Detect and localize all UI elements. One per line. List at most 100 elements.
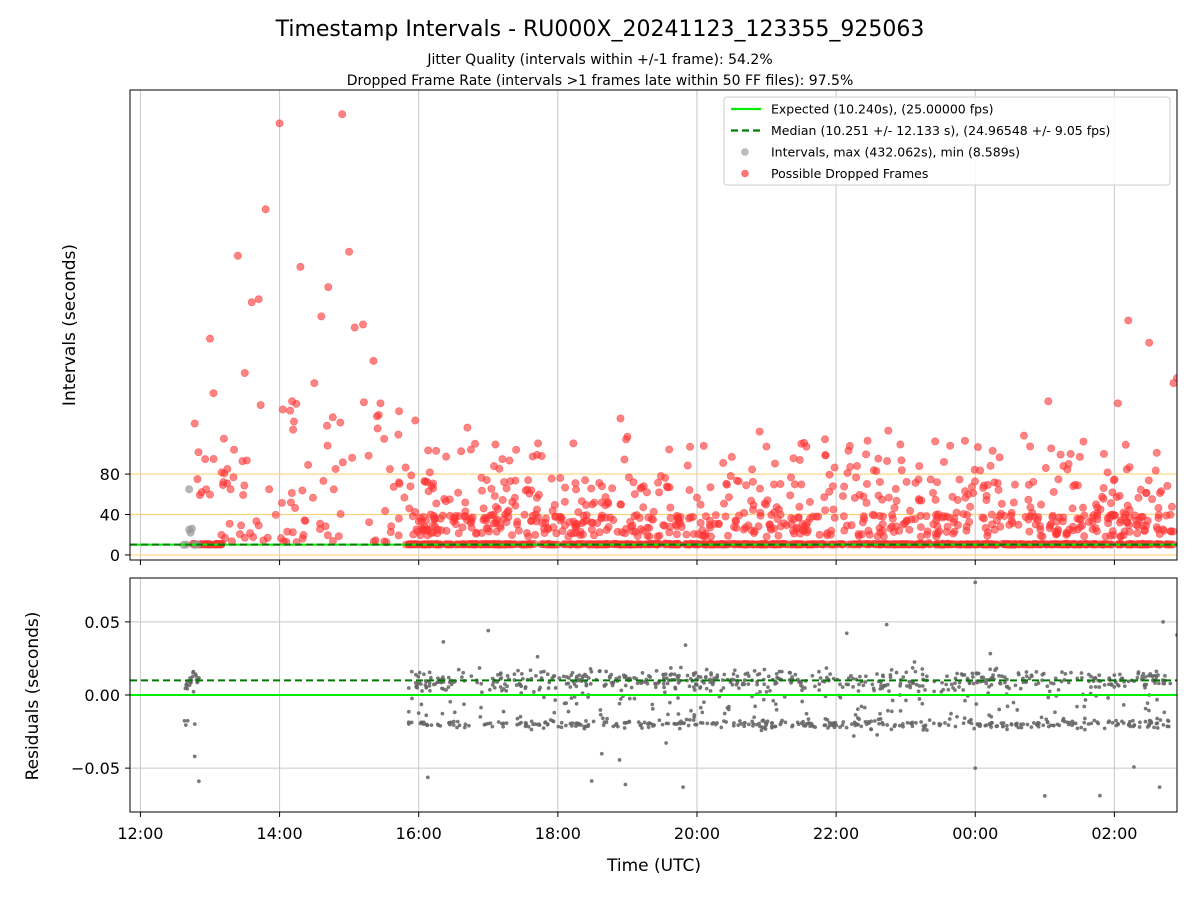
dropped-frame-point xyxy=(531,530,540,539)
dropped-frame-point xyxy=(661,473,670,482)
residual-point xyxy=(654,682,658,687)
residual-point xyxy=(1027,676,1032,681)
residual-point xyxy=(1153,681,1157,686)
dropped-frame-point xyxy=(749,505,758,514)
dropped-frame-point xyxy=(230,445,239,454)
residual-point xyxy=(823,716,828,721)
dropped-frame-point xyxy=(400,493,409,502)
dropped-frame-point xyxy=(1110,475,1119,484)
dropped-frame-point xyxy=(1108,527,1117,536)
dropped-frame-point xyxy=(322,421,331,430)
dropped-frame-point xyxy=(381,506,390,515)
residual-point xyxy=(599,751,604,756)
dropped-frame-point xyxy=(331,464,340,473)
residual-point xyxy=(1042,794,1047,798)
residual-point xyxy=(1053,676,1058,681)
dropped-frame-point xyxy=(1056,450,1065,459)
y-tick-label: 0.05 xyxy=(84,613,120,632)
dropped-frame-point xyxy=(296,262,305,271)
dropped-frame-point xyxy=(659,521,668,530)
dropped-frame-point xyxy=(987,510,996,519)
dropped-frame-point xyxy=(770,459,779,468)
residual-point xyxy=(946,687,951,692)
dropped-frame-point xyxy=(1151,466,1160,475)
dropped-frame-point xyxy=(1142,488,1151,497)
dropped-frame-point xyxy=(865,530,874,539)
residual-point xyxy=(1063,672,1068,676)
dropped-frame-point xyxy=(1088,513,1097,522)
dropped-frame-point xyxy=(288,397,297,406)
residual-point xyxy=(1142,683,1147,688)
residual-point xyxy=(904,670,909,675)
residual-point xyxy=(559,725,564,730)
residual-point xyxy=(803,723,808,728)
residual-point xyxy=(640,670,645,675)
dropped-frame-point xyxy=(875,477,884,486)
x-tick-label: 18:00 xyxy=(535,824,581,843)
residual-point xyxy=(452,710,457,715)
residual-point xyxy=(539,676,544,681)
dropped-frame-point xyxy=(686,513,695,522)
residual-point xyxy=(844,725,849,730)
legend-box xyxy=(723,96,1171,186)
dropped-frame-point xyxy=(863,436,872,445)
residual-point xyxy=(766,685,770,690)
dropped-frame-point xyxy=(723,531,732,540)
residual-point xyxy=(889,667,894,672)
dropped-frame-point xyxy=(604,499,613,508)
residual-point xyxy=(650,702,655,707)
dropped-frame-point xyxy=(888,514,897,523)
residual-point xyxy=(487,687,492,692)
residual-point xyxy=(704,667,709,672)
dropped-frame-point xyxy=(1045,524,1054,533)
dropped-frame-point xyxy=(1169,527,1177,536)
residual-point xyxy=(622,720,627,725)
dropped-frame-point xyxy=(795,455,804,464)
residual-point xyxy=(479,705,483,710)
residual-point xyxy=(758,689,762,694)
residual-point xyxy=(742,678,747,683)
residual-point xyxy=(416,674,421,679)
dropped-frame-point xyxy=(371,536,380,545)
bottom-y-axis-label: Residuals (seconds) xyxy=(23,612,43,781)
x-tick-label: 16:00 xyxy=(396,824,442,843)
residual-point xyxy=(800,699,805,704)
residual-point xyxy=(872,719,877,723)
residual-point xyxy=(801,719,805,724)
residual-point xyxy=(761,697,766,702)
dropped-frame-point xyxy=(976,466,985,475)
residual-point xyxy=(1018,686,1023,691)
dropped-frame-point xyxy=(1079,437,1088,446)
dropped-frame-point xyxy=(1037,500,1046,509)
residual-point xyxy=(429,723,434,728)
dropped-frame-point xyxy=(556,474,565,483)
dropped-frame-point xyxy=(338,110,347,119)
residual-point xyxy=(890,698,895,703)
residual-point xyxy=(1075,704,1079,709)
dropped-frame-point xyxy=(701,532,710,541)
residual-point xyxy=(1162,710,1167,715)
residual-point xyxy=(566,709,571,714)
dropped-frame-point xyxy=(512,445,521,454)
residual-point xyxy=(431,682,436,687)
residual-point xyxy=(998,681,1003,686)
residual-point xyxy=(1079,725,1084,730)
dropped-frame-point xyxy=(905,525,914,534)
dropped-frame-point xyxy=(573,520,582,529)
residual-point xyxy=(705,721,710,726)
dropped-frame-point xyxy=(549,523,558,532)
y-tick-label: −0.05 xyxy=(71,759,120,778)
residual-point xyxy=(838,695,843,700)
residual-point xyxy=(1158,718,1163,722)
residual-point xyxy=(564,681,569,686)
dropped-frame-point xyxy=(491,440,500,449)
residual-point xyxy=(997,707,1002,712)
dropped-frame-point xyxy=(462,516,471,525)
residual-point xyxy=(462,725,467,730)
dropped-frame-point xyxy=(206,334,215,343)
residual-point xyxy=(192,754,197,759)
residual-point xyxy=(864,722,869,727)
residual-point xyxy=(1082,704,1087,709)
residual-point xyxy=(790,724,794,729)
residual-point xyxy=(1155,726,1160,730)
